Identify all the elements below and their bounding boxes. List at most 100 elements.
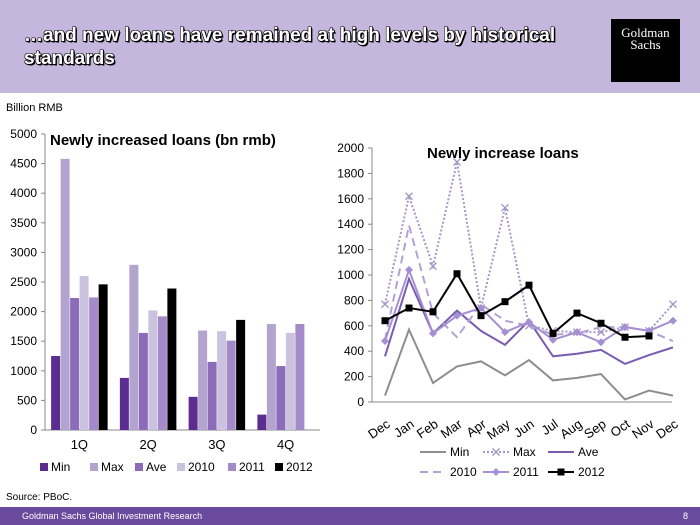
bar-legend-swatch-Max xyxy=(90,463,98,471)
line-y-tick-label: 600 xyxy=(344,319,364,333)
line-legend-label: Max xyxy=(513,445,536,459)
bar-Max-2Q xyxy=(129,264,139,430)
line-y-tick-label: 1800 xyxy=(337,166,364,180)
bar-y-tick-label: 1000 xyxy=(10,364,37,378)
line-x-tick-label: Jul xyxy=(538,416,560,438)
slide-title: …and new loans have remained at high lev… xyxy=(24,25,556,69)
line-x-tick-label: Mar xyxy=(438,416,465,442)
line-point-2011 xyxy=(549,335,557,344)
bar-Min-4Q xyxy=(257,414,267,430)
bar-2010-1Q xyxy=(79,276,89,430)
bar-2011-3Q xyxy=(226,340,236,430)
line-point-Max xyxy=(429,262,437,271)
bar-legend-label: Ave xyxy=(146,460,167,474)
bar-2010-4Q xyxy=(285,332,295,430)
line-x-tick-label: Jan xyxy=(391,416,417,440)
line-point-2012 xyxy=(573,309,581,317)
bar-Max-1Q xyxy=(60,158,70,430)
line-legend-label: 2011 xyxy=(513,465,539,479)
line-point-Max xyxy=(597,328,605,337)
bar-y-tick-label: 500 xyxy=(17,393,37,407)
line-y-tick-label: 0 xyxy=(357,395,364,409)
line-point-2012 xyxy=(645,332,653,340)
line-x-tick-label: Oct xyxy=(608,416,633,440)
bar-y-tick-label: 0 xyxy=(30,423,37,437)
slide-header: …and new loans have remained at high lev… xyxy=(0,0,700,93)
bar-legend-swatch-Ave xyxy=(135,463,143,471)
bar-x-tick-label: 2Q xyxy=(139,437,156,452)
line-point-Max xyxy=(501,203,509,212)
bar-2011-4Q xyxy=(295,324,305,430)
line-point-2012 xyxy=(525,281,533,289)
bar-y-tick-label: 4500 xyxy=(10,157,37,171)
line-legend-marker-2011 xyxy=(492,468,500,476)
line-chart-title: Newly increase loans xyxy=(427,145,579,162)
line-point-2011 xyxy=(525,317,533,326)
line-series-2012 xyxy=(384,271,650,339)
bar-2011-2Q xyxy=(157,316,167,430)
bar-legend-label: 2011 xyxy=(239,460,265,474)
line-x-tick-label: May xyxy=(484,416,513,443)
line-y-tick-label: 1600 xyxy=(337,192,364,206)
line-point-2012 xyxy=(501,298,509,306)
bar-y-tick-label: 2000 xyxy=(10,305,37,319)
line-point-2012 xyxy=(597,319,605,327)
line-point-Max xyxy=(453,157,461,166)
bar-2011-1Q xyxy=(89,297,99,430)
bar-y-tick-label: 4000 xyxy=(10,186,37,200)
bar-x-tick-label: 3Q xyxy=(208,437,225,452)
line-y-tick-label: 1400 xyxy=(337,217,364,231)
line-point-2011 xyxy=(621,323,629,332)
bar-y-tick-label: 3500 xyxy=(10,216,37,230)
line-point-Max xyxy=(669,300,677,309)
line-x-tick-label: Sep xyxy=(581,416,609,442)
line-y-tick-label: 1200 xyxy=(337,243,364,257)
line-point-2012 xyxy=(381,317,389,325)
line-y-tick-label: 800 xyxy=(344,293,364,307)
line-legend-marker-Max xyxy=(492,448,500,456)
bar-Min-2Q xyxy=(119,377,129,430)
line-point-2011 xyxy=(597,338,605,347)
line-x-tick-label: Dec xyxy=(653,416,681,442)
line-x-tick-label: Jun xyxy=(511,416,537,440)
bar-Min-3Q xyxy=(188,396,198,430)
logo-line-1: Goldman xyxy=(621,25,670,40)
line-point-2011 xyxy=(669,316,677,325)
line-y-tick-label: 2000 xyxy=(337,141,364,155)
bar-legend-swatch-2010 xyxy=(177,463,185,471)
bar-Ave-3Q xyxy=(207,361,217,430)
line-point-2011 xyxy=(477,304,485,313)
bar-chart-title: Newly increased loans (bn rmb) xyxy=(50,132,276,149)
source-note: Source: PBoC. xyxy=(6,492,73,503)
line-point-2011 xyxy=(429,329,437,338)
bar-y-tick-label: 5000 xyxy=(10,127,37,141)
line-point-2012 xyxy=(549,329,557,337)
bar-Ave-4Q xyxy=(276,366,286,430)
bar-legend-label: 2012 xyxy=(286,460,313,474)
bar-y-tick-label: 1500 xyxy=(10,334,37,348)
bar-2012-1Q xyxy=(98,284,108,430)
bar-legend-swatch-2011 xyxy=(228,463,236,471)
line-point-2011 xyxy=(501,328,509,337)
bar-legend-swatch-2012 xyxy=(275,463,283,471)
line-point-2012 xyxy=(453,270,461,278)
bar-legend-label: Max xyxy=(101,460,124,474)
bar-y-tick-label: 2500 xyxy=(10,275,37,289)
bar-legend-label: Min xyxy=(51,460,70,474)
line-legend-marker-2012 xyxy=(557,468,565,476)
bar-y-tick-label: 3000 xyxy=(10,245,37,259)
bar-x-tick-label: 1Q xyxy=(71,437,88,452)
line-x-tick-label: Dec xyxy=(365,416,393,442)
bar-2012-2Q xyxy=(167,288,177,430)
line-legend-label: Min xyxy=(450,445,469,459)
line-y-tick-label: 400 xyxy=(344,344,364,358)
line-legend-label: 2012 xyxy=(578,465,605,479)
bar-2012-3Q xyxy=(236,319,246,430)
line-y-tick-label: 1000 xyxy=(337,268,364,282)
line-point-2011 xyxy=(381,337,389,346)
line-point-Max xyxy=(405,192,413,201)
bar-Max-3Q xyxy=(198,330,208,430)
bar-Ave-1Q xyxy=(70,297,80,430)
line-series-Max xyxy=(384,161,674,334)
